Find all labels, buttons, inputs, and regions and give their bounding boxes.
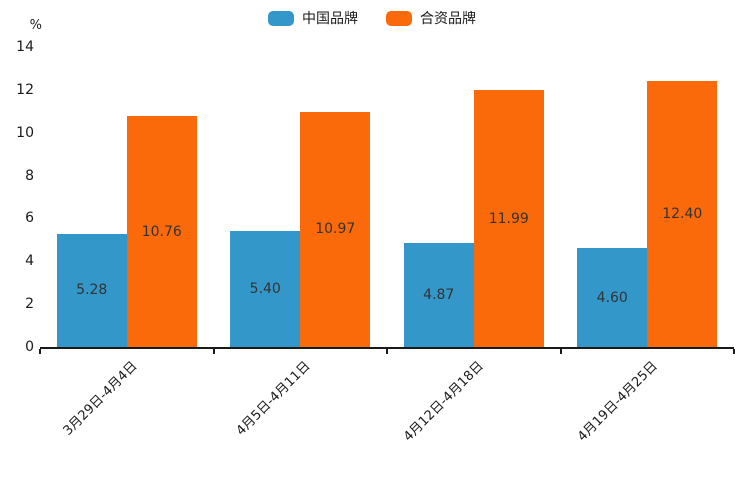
y-axis-tick-label: 14 bbox=[16, 39, 34, 55]
legend-label: 合资品牌 bbox=[420, 11, 476, 27]
bar-series-0-category-2: 4.87 bbox=[403, 242, 474, 347]
legend-item-series-1[interactable]: 合资品牌 bbox=[386, 8, 476, 28]
y-axis-tick-label: 2 bbox=[25, 296, 34, 313]
x-axis-tick bbox=[212, 349, 215, 354]
y-axis-unit-label: % bbox=[29, 18, 42, 33]
bar-value-label: 4.87 bbox=[423, 286, 455, 303]
legend-marker-icon bbox=[386, 10, 412, 26]
bar-series-1-category-0: 10.76 bbox=[126, 116, 197, 347]
bar-value-label: 5.28 bbox=[76, 282, 108, 299]
y-axis-tick-label: 0 bbox=[25, 339, 34, 355]
bar-value-label: 5.40 bbox=[249, 281, 281, 298]
plot-area: 5.28 10.76 5.40 10.97 4.87 11.99 4.60 12.40 bbox=[39, 47, 735, 354]
bar-series-0-category-0: 5.28 bbox=[56, 233, 127, 347]
bar-series-1-category-3: 12.40 bbox=[647, 81, 718, 347]
bar-value-label: 12.40 bbox=[662, 206, 703, 223]
bar-value-label: 10.76 bbox=[141, 223, 182, 240]
legend-label: 中国品牌 bbox=[302, 11, 358, 27]
x-axis-tick bbox=[559, 349, 562, 354]
y-axis-tick-label: 8 bbox=[25, 167, 34, 184]
bar-value-label: 10.97 bbox=[315, 221, 356, 238]
bar-series-0-category-1: 5.40 bbox=[230, 231, 301, 347]
y-axis-tick-label: 4 bbox=[25, 253, 34, 270]
bar-value-label: 11.99 bbox=[488, 210, 529, 227]
y-axis-tick-label: 12 bbox=[16, 81, 34, 98]
y-axis-tick-label: 6 bbox=[25, 210, 34, 227]
x-axis-tick bbox=[733, 349, 735, 354]
bar-series-0-category-3: 4.60 bbox=[577, 248, 648, 347]
x-axis-tick bbox=[39, 349, 41, 354]
bar-series-1-category-2: 11.99 bbox=[473, 90, 544, 347]
x-axis-tick bbox=[386, 349, 388, 354]
chart-legend: 中国品牌 合资品牌 bbox=[0, 8, 744, 28]
legend-marker-icon bbox=[268, 10, 294, 26]
bar-series-1-category-1: 10.97 bbox=[300, 111, 371, 347]
y-axis-tick-label: 10 bbox=[16, 124, 34, 141]
bar-value-label: 4.60 bbox=[596, 289, 628, 306]
legend-item-series-0[interactable]: 中国品牌 bbox=[268, 8, 358, 28]
